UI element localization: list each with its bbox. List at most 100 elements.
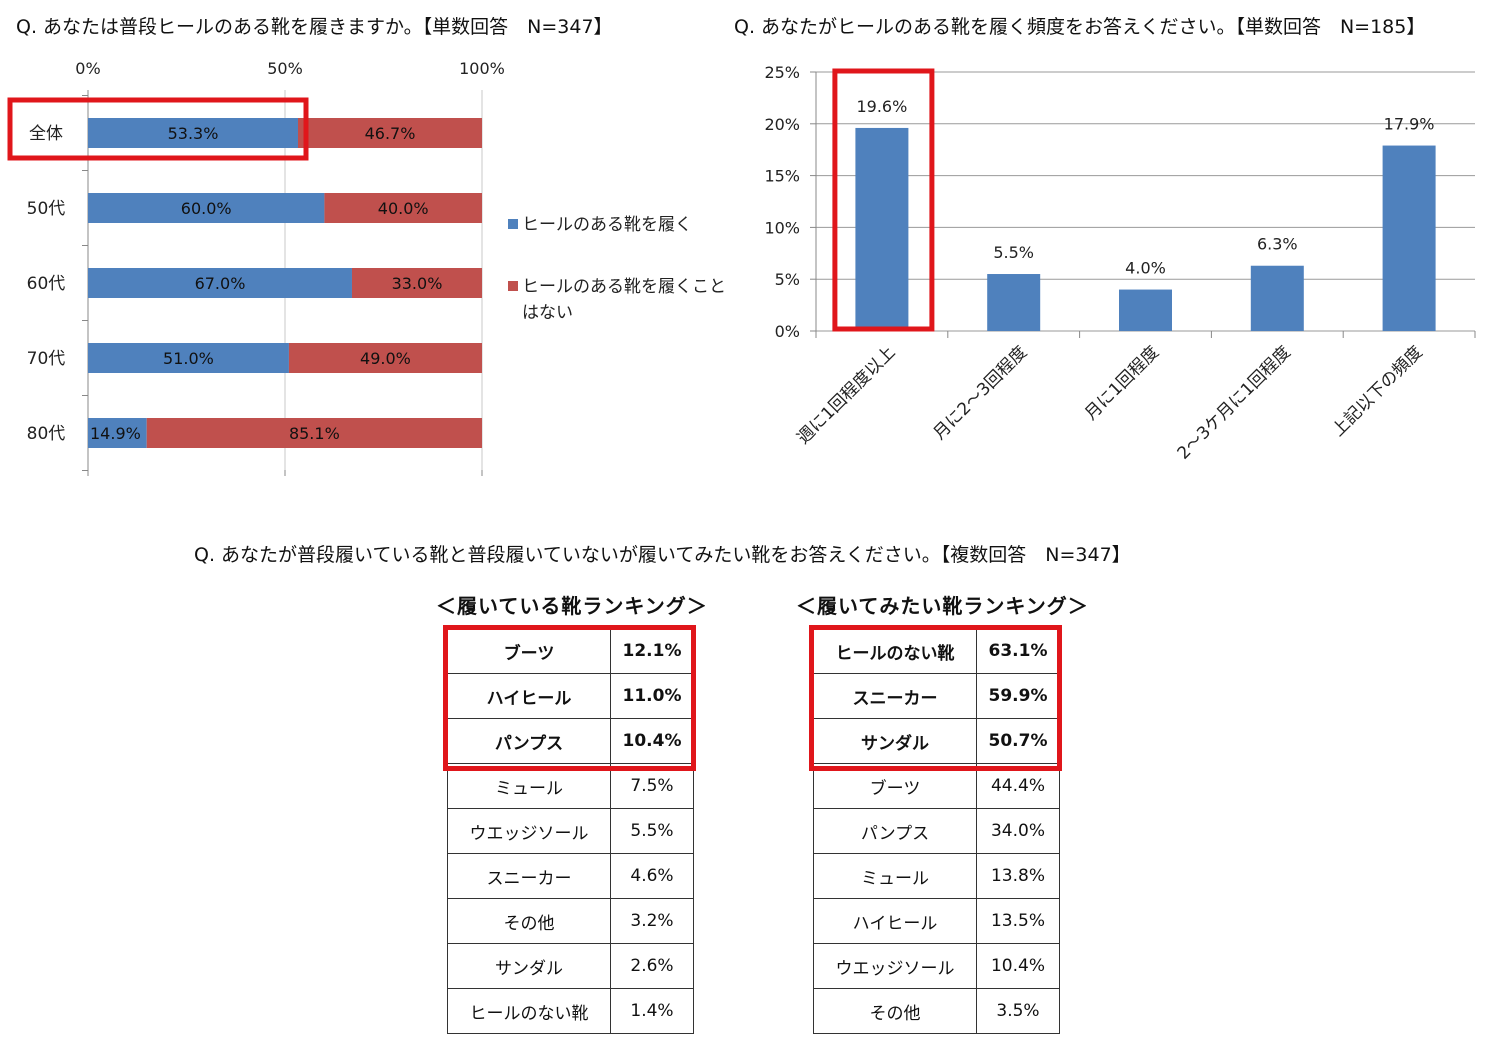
legend-item-no-heel: ヒールのある靴を履くこと はない <box>508 274 748 326</box>
x-tick-label: 50% <box>267 59 303 78</box>
shoe-percentage: 2.6% <box>610 943 694 989</box>
shoe-percentage: 4.6% <box>610 853 694 899</box>
table-row: ウエッジソール 10.4% <box>813 943 1060 989</box>
category-label: 80代 <box>27 424 66 444</box>
bar <box>1382 145 1436 331</box>
data-label: 4.0% <box>1125 259 1166 278</box>
table1-highlight-box <box>443 625 696 771</box>
legend-item-heel: ヒールのある靴を履く <box>508 212 748 238</box>
ranking-table-wearing: ブーツ 12.1% ハイヒール 11.0% パンプス 10.4% ミュール 7.5% ウエッジソ… <box>447 628 694 1034</box>
chart1-title: Q. あなたは普段ヒールのある靴を履きますか。【単数回答 N=347】 <box>16 16 613 38</box>
stacked-bar-chart: 0% 50% 100% 全体 53.3% 46.7% 50代 60.0% 40.0% 60代 67.… <box>7 59 505 476</box>
section3-title: Q. あなたが普段履いている靴と普段履いていないが履いてみたい靴をお答えください… <box>194 544 1131 566</box>
x-tick-label: 100% <box>459 59 505 78</box>
bar-segment <box>88 118 299 148</box>
table-row: その他 3.2% <box>447 898 694 944</box>
shoe-name: パンプス <box>447 718 611 764</box>
category-label: 全体 <box>29 124 63 144</box>
table-row: サンダル 50.7% <box>813 718 1060 764</box>
bar-segment <box>88 418 147 448</box>
shoe-percentage: 10.4% <box>976 943 1060 989</box>
shoe-name: サンダル <box>813 718 977 764</box>
shoe-name: ハイヒール <box>813 898 977 944</box>
data-label: 14.9% <box>90 424 141 443</box>
ranking-title-want: ＜履いてみたい靴ランキング＞ <box>796 594 1089 618</box>
legend-swatch-blue <box>508 219 518 229</box>
bar-segment <box>88 343 289 373</box>
bar <box>855 127 909 331</box>
data-label: 53.3% <box>168 124 219 143</box>
table-row: ハイヒール 11.0% <box>447 673 694 719</box>
shoe-name: パンプス <box>813 808 977 854</box>
category-label: 60代 <box>27 274 66 294</box>
table-row: ミュール 13.8% <box>813 853 1060 899</box>
table-row: ウエッジソール 5.5% <box>447 808 694 854</box>
shoe-name: サンダル <box>447 943 611 989</box>
shoe-percentage: 13.5% <box>976 898 1060 944</box>
category-label: 週に1回程度以上 <box>793 342 899 448</box>
shoe-name: ハイヒール <box>447 673 611 719</box>
category-label: 月に1回程度 <box>1081 342 1163 424</box>
shoe-name: その他 <box>447 898 611 944</box>
data-label: 46.7% <box>365 124 416 143</box>
shoe-percentage: 5.5% <box>610 808 694 854</box>
data-label: 60.0% <box>181 199 232 218</box>
data-label: 67.0% <box>195 274 246 293</box>
chart2-title: Q. あなたがヒールのある靴を履く頻度をお答えください。【単数回答 N=185】 <box>734 16 1426 38</box>
shoe-percentage: 1.4% <box>610 988 694 1034</box>
table-row: サンダル 2.6% <box>447 943 694 989</box>
bar <box>1250 265 1304 331</box>
shoe-name: ウエッジソール <box>813 943 977 989</box>
bar-segment <box>298 118 482 148</box>
shoe-percentage: 10.4% <box>610 718 694 764</box>
table-row: ヒールのない靴 1.4% <box>447 988 694 1034</box>
legend-swatch-red <box>508 281 518 291</box>
y-tick-label: 5% <box>775 270 800 289</box>
shoe-percentage: 13.8% <box>976 853 1060 899</box>
shoe-percentage: 50.7% <box>976 718 1060 764</box>
legend-label: ヒールのある靴を履く <box>522 215 692 235</box>
table-row: スニーカー 4.6% <box>447 853 694 899</box>
bar-segment <box>351 268 482 298</box>
shoe-percentage: 11.0% <box>610 673 694 719</box>
bar <box>987 274 1041 331</box>
bar <box>1119 289 1172 331</box>
x-tick-label: 0% <box>75 59 100 78</box>
y-tick-label: 10% <box>764 218 800 237</box>
bar-segment <box>88 193 325 223</box>
y-tick-label: 15% <box>764 167 800 186</box>
table-row: パンプス 10.4% <box>447 718 694 764</box>
data-label: 5.5% <box>993 243 1034 262</box>
bar-segment <box>146 418 482 448</box>
y-tick-label: 20% <box>764 115 800 134</box>
bar-segment <box>288 343 482 373</box>
shoe-name: ウエッジソール <box>447 808 611 854</box>
category-label: 上記以下の頻度 <box>1328 342 1426 440</box>
shoe-percentage: 12.1% <box>610 628 694 674</box>
frequency-bar-chart: 0% 5% 10% 15% 20% 25% 19.6% 週に1回程度以上 5.5% 月に2～3回程… <box>764 63 1476 464</box>
legend-label: ヒールのある靴を履くこと <box>522 277 726 297</box>
category-label: 50代 <box>27 199 66 219</box>
shoe-name: ミュール <box>813 853 977 899</box>
shoe-percentage: 3.2% <box>610 898 694 944</box>
data-label: 17.9% <box>1384 115 1435 134</box>
highlight-box <box>7 97 309 161</box>
y-tick-label: 25% <box>764 63 800 82</box>
category-label: 70代 <box>27 349 66 369</box>
shoe-name: その他 <box>813 988 977 1034</box>
y-tick-label: 0% <box>775 322 800 341</box>
ranking-title-wearing: ＜履いている靴ランキング＞ <box>436 594 708 618</box>
shoe-name: ヒールのない靴 <box>447 988 611 1034</box>
data-label: 51.0% <box>163 349 214 368</box>
data-label: 49.0% <box>360 349 411 368</box>
table-row: パンプス 34.0% <box>813 808 1060 854</box>
table2-highlight-box <box>809 625 1062 771</box>
bar-segment <box>88 268 352 298</box>
shoe-name: スニーカー <box>447 853 611 899</box>
data-label: 40.0% <box>378 199 429 218</box>
data-label: 19.6% <box>856 97 907 116</box>
table-row: ハイヒール 13.5% <box>813 898 1060 944</box>
bar-segment <box>324 193 482 223</box>
category-label: 2～3ケ月に1回程度 <box>1174 342 1295 463</box>
legend-label: はない <box>522 303 573 323</box>
